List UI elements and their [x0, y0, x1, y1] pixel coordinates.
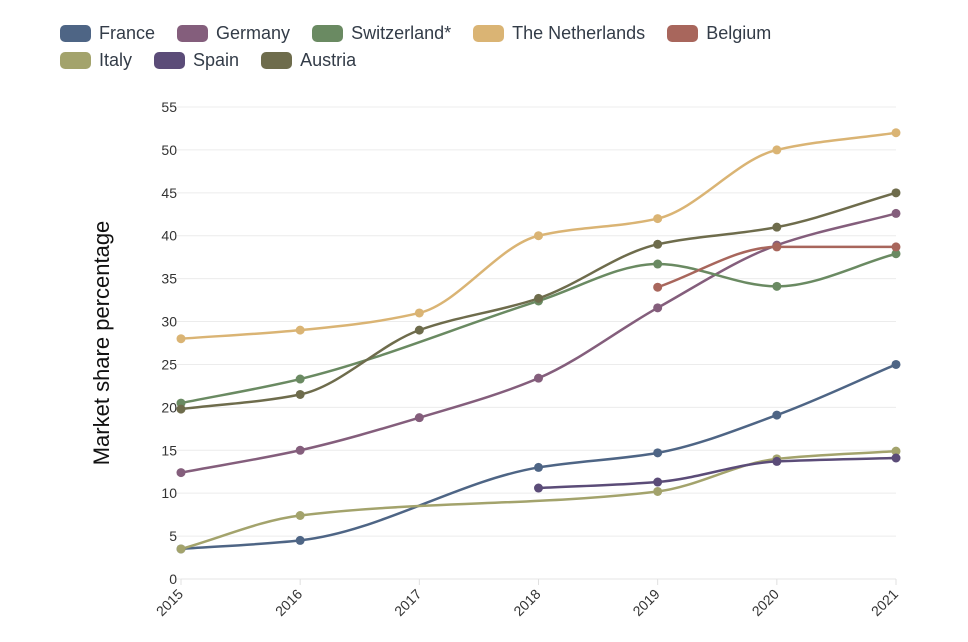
- legend-swatch-germany: [177, 25, 209, 42]
- legend-row-2: Italy Spain Austria: [60, 47, 880, 74]
- legend-swatch-france: [60, 25, 91, 42]
- data-point-the-netherlands-2016[interactable]: [295, 325, 305, 335]
- legend-item-spain[interactable]: Spain: [154, 50, 239, 71]
- data-point-austria-2015[interactable]: [176, 404, 186, 414]
- legend-label-switzerland: Switzerland*: [351, 23, 452, 43]
- data-point-austria-2020[interactable]: [772, 222, 782, 232]
- series-line-belgium: [656, 245, 898, 289]
- y-axis-title: Market share percentage: [89, 221, 114, 466]
- data-point-switzerland-2016[interactable]: [295, 374, 305, 384]
- data-point-germany-2021[interactable]: [891, 208, 901, 218]
- data-point-austria-2017[interactable]: [414, 325, 424, 335]
- x-tick-label-2018: 2018: [510, 586, 543, 619]
- legend-label-france: France: [99, 23, 156, 43]
- legend-swatch-belgium: [667, 25, 699, 42]
- gridlines: [177, 106, 896, 580]
- data-point-austria-2019[interactable]: [653, 239, 663, 249]
- data-point-spain-2020[interactable]: [772, 456, 782, 466]
- data-point-austria-2016[interactable]: [295, 389, 305, 399]
- x-tick-label-2019: 2019: [629, 586, 662, 619]
- series-line-spain: [537, 456, 898, 490]
- data-point-switzerland-2019[interactable]: [653, 259, 663, 269]
- data-point-germany-2015[interactable]: [176, 468, 186, 478]
- data-point-belgium-2021[interactable]: [891, 242, 901, 252]
- data-point-italy-2015[interactable]: [176, 544, 186, 554]
- legend-label-italy: Italy: [99, 50, 133, 70]
- data-point-belgium-2020[interactable]: [772, 242, 782, 252]
- data-point-germany-2017[interactable]: [414, 413, 424, 423]
- legend-label-austria: Austria: [300, 50, 357, 70]
- data-point-france-2016[interactable]: [295, 535, 305, 545]
- y-tick-label-5: 5: [169, 528, 177, 544]
- x-tick-label-2017: 2017: [391, 586, 424, 619]
- data-point-the-netherlands-2020[interactable]: [772, 145, 782, 155]
- y-tick-label-35: 35: [161, 271, 177, 287]
- data-point-germany-2016[interactable]: [295, 445, 305, 455]
- x-tick-label-2015: 2015: [153, 586, 186, 619]
- legend-swatch-austria: [261, 52, 293, 69]
- x-tick-label-2016: 2016: [272, 586, 305, 619]
- data-point-austria-2018[interactable]: [534, 293, 543, 303]
- data-point-belgium-2019[interactable]: [653, 282, 663, 292]
- y-tick-label-10: 10: [161, 485, 177, 501]
- data-point-france-2018[interactable]: [534, 462, 543, 472]
- x-tick-label-2020: 2020: [749, 586, 782, 619]
- legend-row-1: France Germany Switzerland* The Netherla…: [60, 20, 880, 47]
- legend-item-belgium[interactable]: Belgium: [667, 23, 771, 44]
- legend-item-italy[interactable]: Italy: [60, 50, 132, 71]
- y-tick-label-20: 20: [161, 399, 177, 415]
- data-point-italy-2019[interactable]: [653, 486, 663, 496]
- series-line-italy: [179, 449, 898, 551]
- legend-item-germany[interactable]: Germany: [177, 23, 290, 44]
- y-tick-label-50: 50: [161, 142, 177, 158]
- legend-swatch-italy: [60, 52, 91, 69]
- data-point-the-netherlands-2019[interactable]: [653, 214, 663, 224]
- legend-item-austria[interactable]: Austria: [261, 50, 356, 71]
- data-point-switzerland-2021[interactable]: [891, 249, 901, 259]
- y-tick-label-25: 25: [161, 356, 177, 372]
- legend-item-netherlands[interactable]: The Netherlands: [473, 23, 645, 44]
- data-point-spain-2021[interactable]: [891, 453, 901, 463]
- legend-swatch-spain: [154, 52, 186, 69]
- data-point-the-netherlands-2017[interactable]: [414, 308, 424, 318]
- data-point-italy-2016[interactable]: [295, 510, 305, 520]
- data-point-the-netherlands-2015[interactable]: [176, 334, 186, 344]
- x-axis: 2015 2016 2017 2018 2019 2020 2021: [153, 578, 901, 619]
- series-line-switzerland: [179, 252, 898, 405]
- series-points: [176, 128, 901, 554]
- data-point-italy-2021[interactable]: [891, 446, 901, 456]
- data-point-the-netherlands-2021[interactable]: [891, 128, 901, 138]
- legend-label-belgium: Belgium: [706, 23, 772, 43]
- y-tick-label-40: 40: [161, 228, 177, 244]
- y-tick-label-45: 45: [161, 185, 177, 201]
- data-point-france-2021[interactable]: [891, 359, 901, 369]
- legend-item-france[interactable]: France: [60, 23, 155, 44]
- legend-label-netherlands: The Netherlands: [512, 23, 646, 43]
- series-line-germany: [179, 212, 898, 474]
- legend-label-germany: Germany: [216, 23, 291, 43]
- y-axis-ticks: 0 5 10 15 20 25 30 35 40 45 50 55: [161, 99, 177, 587]
- data-point-switzerland-2020[interactable]: [772, 281, 782, 291]
- legend-swatch-netherlands: [473, 25, 505, 42]
- data-point-the-netherlands-2018[interactable]: [534, 231, 543, 241]
- data-point-germany-2018[interactable]: [534, 373, 543, 383]
- data-point-france-2020[interactable]: [772, 410, 782, 420]
- legend-label-spain: Spain: [193, 50, 240, 70]
- data-point-spain-2018[interactable]: [534, 483, 543, 493]
- data-point-france-2019[interactable]: [653, 448, 663, 458]
- y-tick-label-30: 30: [161, 314, 177, 330]
- data-point-austria-2021[interactable]: [891, 188, 901, 198]
- y-tick-label-0: 0: [169, 571, 177, 587]
- y-tick-label-55: 55: [161, 99, 177, 115]
- data-point-germany-2019[interactable]: [653, 303, 663, 313]
- legend-item-switzerland[interactable]: Switzerland*: [312, 23, 451, 44]
- x-tick-label-2021: 2021: [868, 586, 901, 619]
- legend-swatch-switzerland: [312, 25, 344, 42]
- legend: France Germany Switzerland* The Netherla…: [60, 20, 880, 74]
- y-tick-label-15: 15: [161, 442, 177, 458]
- data-point-spain-2019[interactable]: [653, 477, 663, 487]
